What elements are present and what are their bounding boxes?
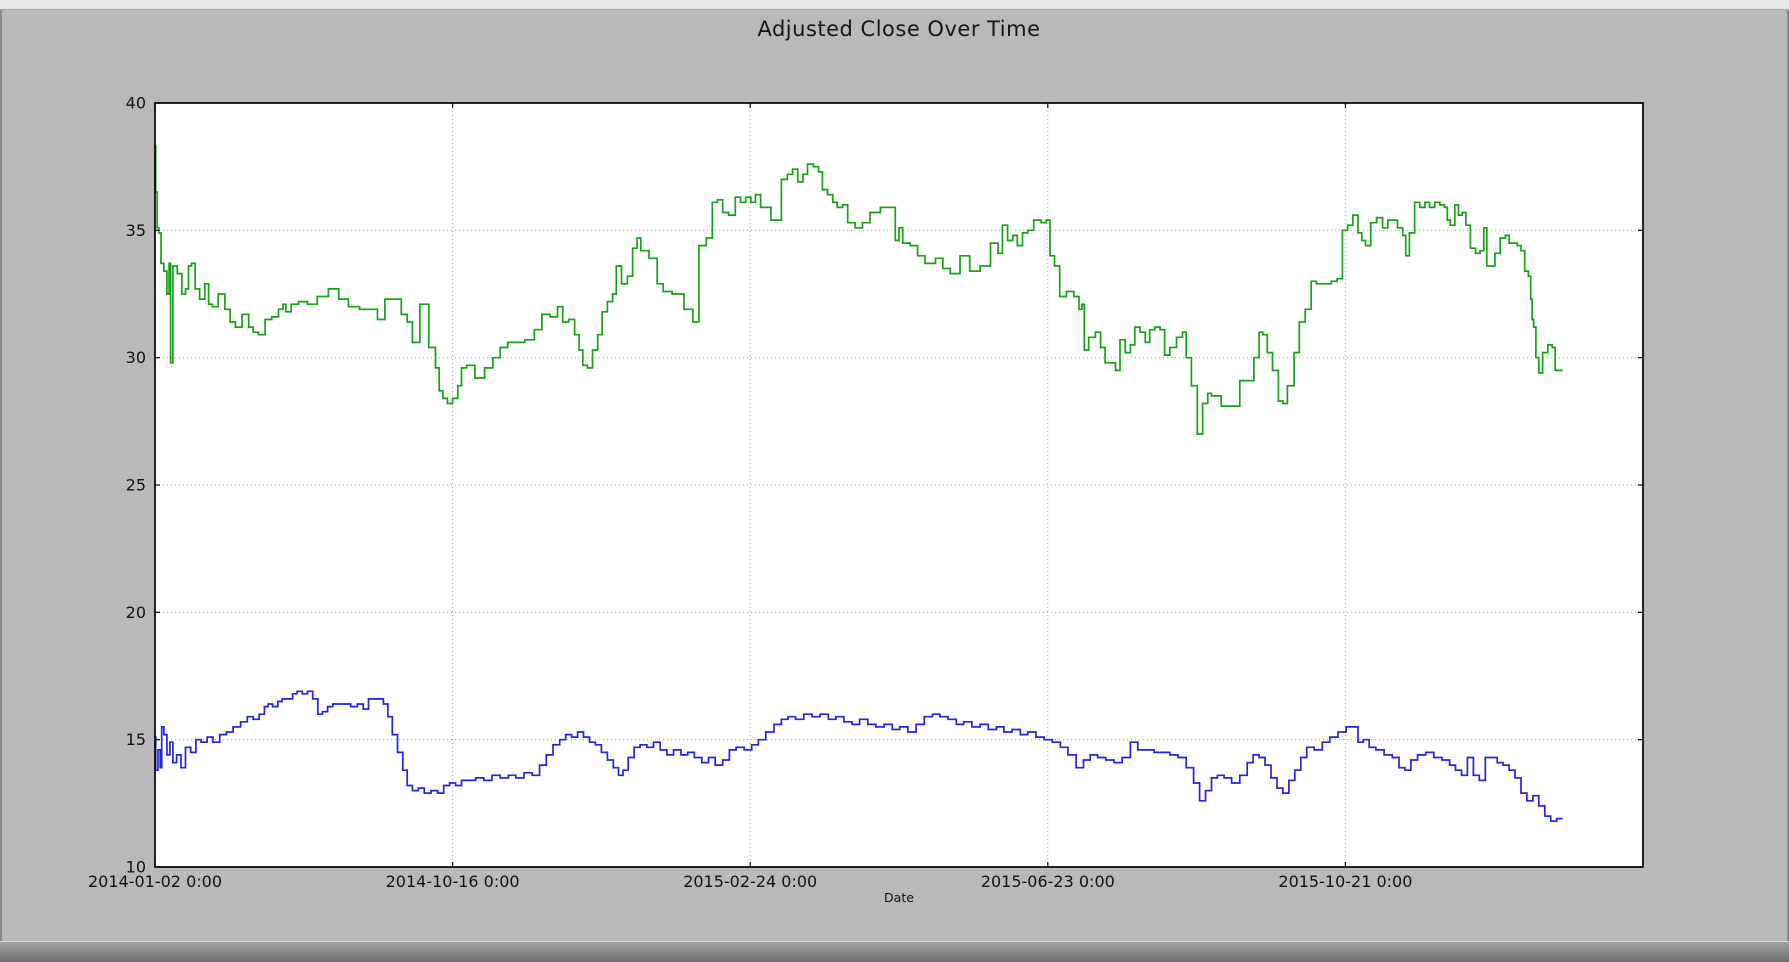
y-tick-label: 10 bbox=[126, 858, 146, 877]
series-line-green bbox=[154, 145, 1563, 435]
x-tick-label: 2015-10-21 0:00 bbox=[1278, 872, 1412, 891]
y-tick-label: 20 bbox=[126, 603, 146, 622]
series-line-blue bbox=[154, 690, 1563, 823]
x-tick-label: 2014-10-16 0:00 bbox=[386, 872, 520, 891]
window-bottom-strip bbox=[0, 941, 1789, 962]
y-tick-label: 40 bbox=[126, 94, 146, 113]
chart-title: Adjusted Close Over Time bbox=[757, 17, 1041, 41]
x-tick-label: 2015-02-24 0:00 bbox=[683, 872, 817, 891]
x-axis-label: Date bbox=[884, 890, 914, 905]
y-tick-label: 35 bbox=[126, 221, 146, 240]
y-tick-label: 15 bbox=[126, 730, 146, 749]
x-tick-label: 2014-01-02 0:00 bbox=[88, 872, 222, 891]
window-top-strip bbox=[0, 0, 1789, 10]
x-tick-label: 2015-06-23 0:00 bbox=[981, 872, 1115, 891]
y-tick-label: 25 bbox=[126, 476, 146, 495]
y-tick-label: 30 bbox=[126, 348, 146, 367]
